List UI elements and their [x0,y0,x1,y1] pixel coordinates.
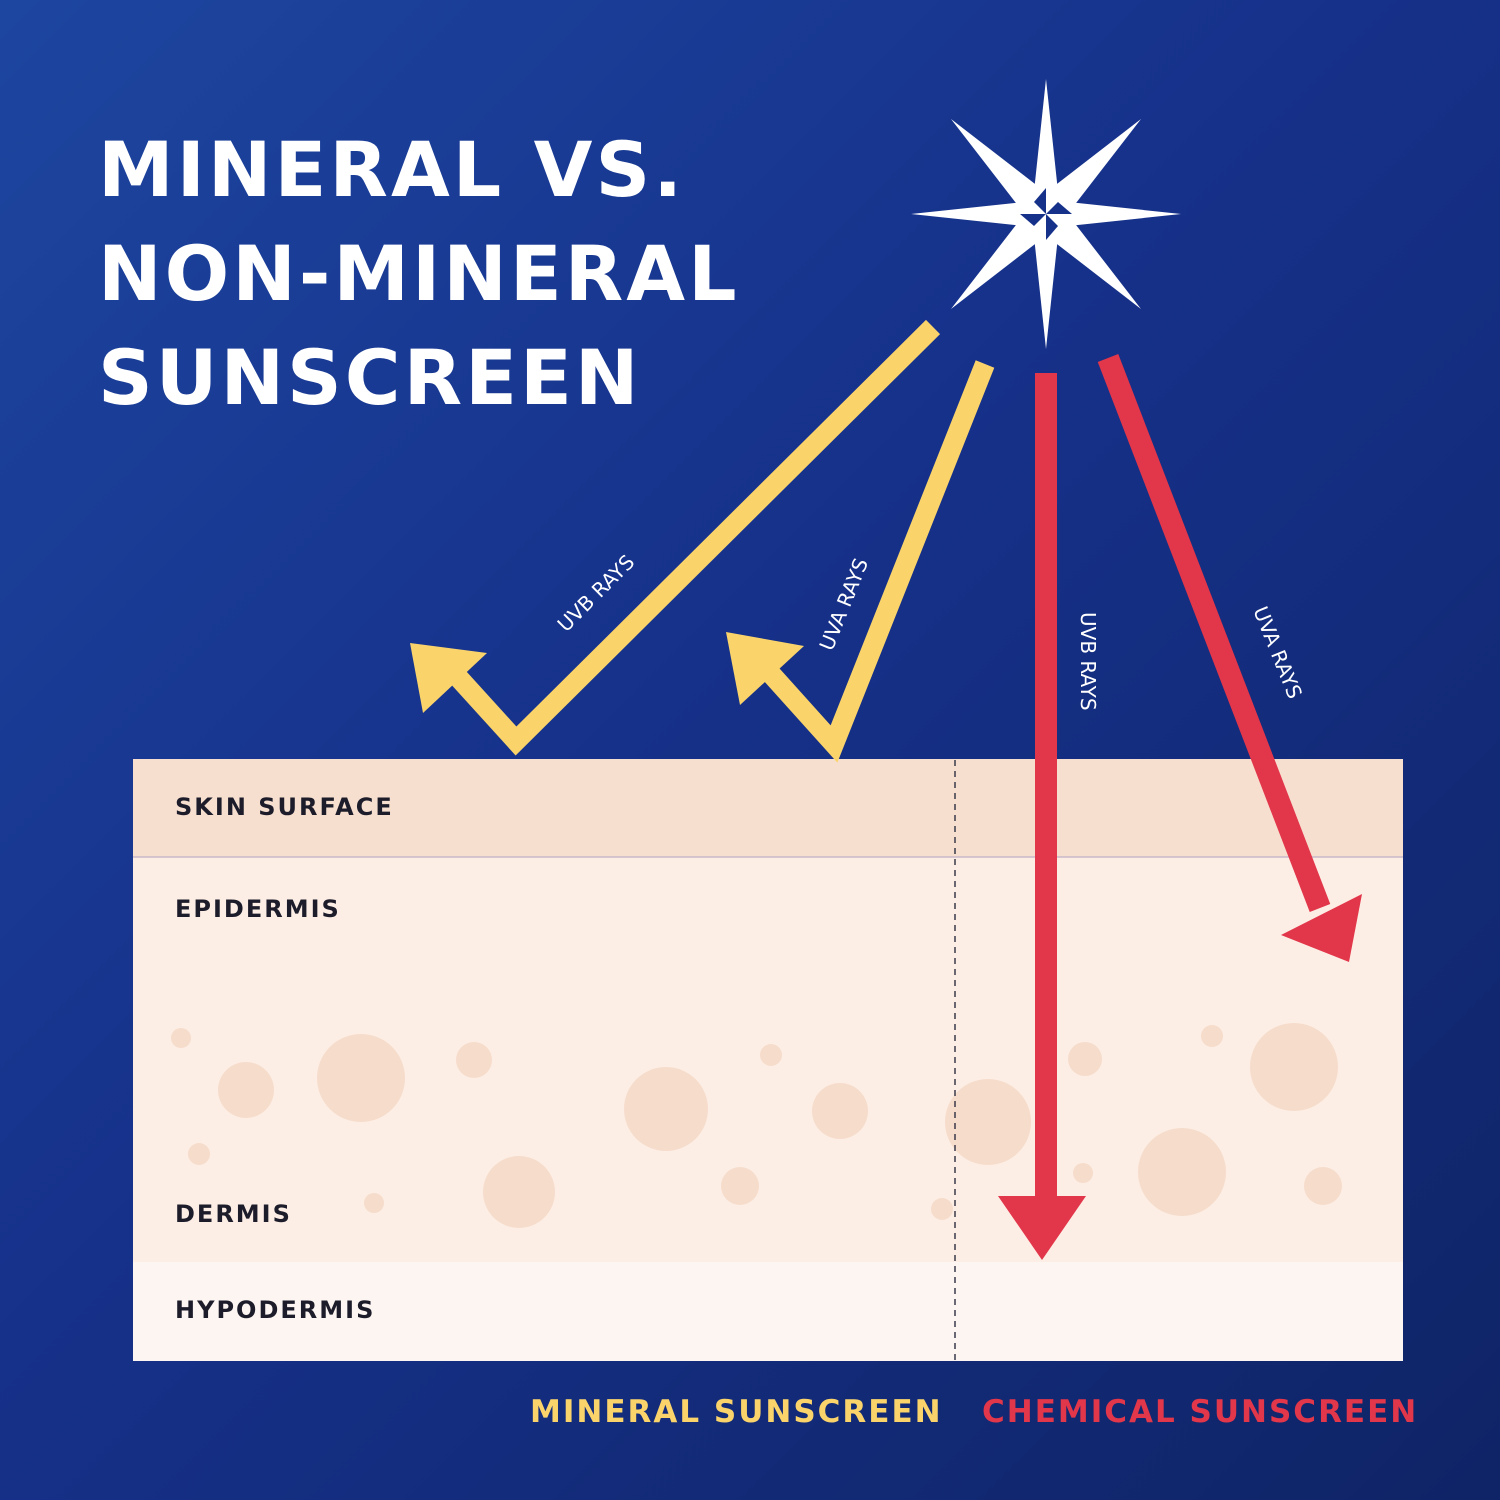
chemical-uva-arrow [1097,354,1331,912]
chemical-uva-arrowhead [1281,894,1362,962]
cell [1138,1128,1226,1216]
cell [812,1083,868,1139]
title-line-3: SUNSCREEN [98,333,642,422]
chemical-uvb-arrowhead [998,1196,1086,1260]
cell [188,1143,210,1165]
cell [1073,1163,1093,1183]
compass-star-icon [911,79,1181,349]
legend-mineral-sunscreen: MINERAL SUNSCREEN [530,1394,943,1430]
mineral-uva-arrow [755,360,995,763]
cell [624,1067,708,1151]
page-title: MINERAL VS. NON-MINERAL SUNSCREEN [98,118,740,430]
mineral-uvb-arrowhead [410,643,487,713]
layer-label-dermis: DERMIS [175,1200,292,1228]
layer-label-skin-surface: SKIN SURFACE [175,793,394,821]
cell [721,1167,759,1205]
cell [760,1044,782,1066]
cell [1201,1025,1223,1047]
cell [317,1034,405,1122]
chemical-uva-label: UVA RAYS [1248,603,1307,702]
cell [945,1079,1031,1165]
legend-chemical-sunscreen: CHEMICAL SUNSCREEN [982,1394,1419,1430]
title-line-1: MINERAL VS. [98,125,686,214]
skin-surface-layer [133,759,1403,857]
layer-label-hypodermis: HYPODERMIS [175,1296,376,1324]
cell [1304,1167,1342,1205]
cell [483,1156,555,1228]
cell [364,1193,384,1213]
layer-label-epidermis: EPIDERMIS [175,895,341,923]
title-line-2: NON-MINERAL [98,229,740,318]
cell [931,1198,953,1220]
cell [1068,1042,1102,1076]
cell [171,1028,191,1048]
chemical-uvb-label: UVB RAYS [1076,612,1100,711]
mineral-uvb-arrow [439,319,941,756]
cell [218,1062,274,1118]
mineral-uva-label: UVA RAYS [814,555,873,654]
mineral-uva-arrowhead [726,632,804,705]
hypodermis-layer [133,1262,1403,1361]
cell [1250,1023,1338,1111]
dermis-cells [171,1023,1342,1228]
cell [456,1042,492,1078]
